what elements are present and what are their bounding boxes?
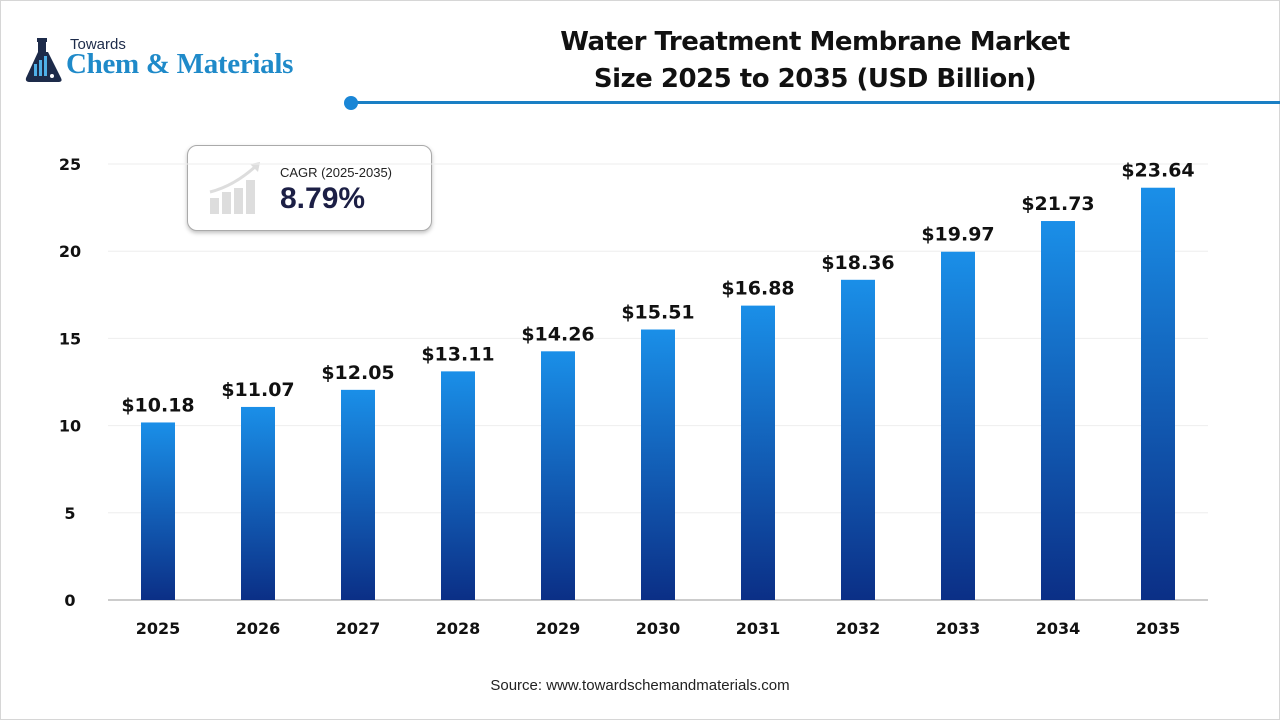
chart-title: Water Treatment Membrane Market Size 202…: [470, 24, 1160, 98]
y-tick-label: 15: [59, 329, 81, 348]
x-tick-label: 2026: [236, 619, 281, 638]
x-tick-label: 2033: [936, 619, 981, 638]
x-tick-label: 2032: [836, 619, 881, 638]
source-note: Source: www.towardschemandmaterials.com: [490, 677, 790, 694]
title-dot: [344, 96, 358, 110]
data-label-2030: $15.51: [621, 302, 694, 324]
cagr-label: CAGR (2025-2035): [280, 165, 392, 180]
logo-line1: Towards: [70, 36, 126, 53]
y-tick-label: 10: [59, 417, 81, 436]
data-label-2032: $18.36: [821, 252, 894, 274]
data-label-2031: $16.88: [721, 278, 794, 300]
bar-2025: [141, 422, 175, 600]
x-tick-label: 2030: [636, 619, 681, 638]
data-label-2033: $19.97: [921, 224, 994, 246]
bar-2032: [841, 279, 875, 600]
logo-line2: Chem & Materials: [66, 48, 294, 80]
title-line1: Water Treatment Membrane Market: [560, 27, 1070, 57]
data-label-2029: $14.26: [521, 323, 594, 345]
bar-2034: [1041, 221, 1075, 600]
data-label-2027: $12.05: [321, 362, 394, 384]
data-label-2025: $10.18: [121, 394, 194, 416]
bar-2031: [741, 305, 775, 600]
data-label-2035: $23.64: [1121, 160, 1194, 182]
data-label-2028: $13.11: [421, 343, 494, 365]
y-tick-label: 0: [64, 591, 75, 610]
flask-icon: [25, 38, 62, 82]
data-label-2034: $21.73: [1021, 193, 1094, 215]
x-tick-label: 2034: [1036, 619, 1081, 638]
data-label-2026: $11.07: [221, 379, 294, 401]
x-tick-label: 2025: [136, 619, 181, 638]
y-tick-label: 20: [59, 242, 81, 261]
x-tick-label: 2031: [736, 619, 781, 638]
title-line2: Size 2025 to 2035 (USD Billion): [593, 64, 1037, 94]
logo: Towards Chem & Materials: [22, 36, 342, 86]
bar-2028: [441, 371, 475, 600]
x-tick-label: 2029: [536, 619, 581, 638]
bar-2027: [341, 389, 375, 600]
bar-2029: [541, 351, 575, 600]
title-rule: [352, 101, 1280, 104]
bar-2026: [241, 406, 275, 600]
bar-2035: [1141, 187, 1175, 601]
x-tick-label: 2035: [1136, 619, 1181, 638]
x-tick-label: 2028: [436, 619, 481, 638]
bar-2033: [941, 251, 975, 600]
y-tick-label: 25: [59, 155, 81, 174]
y-tick-label: 5: [64, 504, 75, 523]
cagr-box: CAGR (2025-2035) 8.79%: [187, 145, 432, 231]
x-tick-label: 2027: [336, 619, 381, 638]
cagr-value: 8.79%: [280, 182, 366, 215]
bar-2030: [641, 329, 675, 600]
